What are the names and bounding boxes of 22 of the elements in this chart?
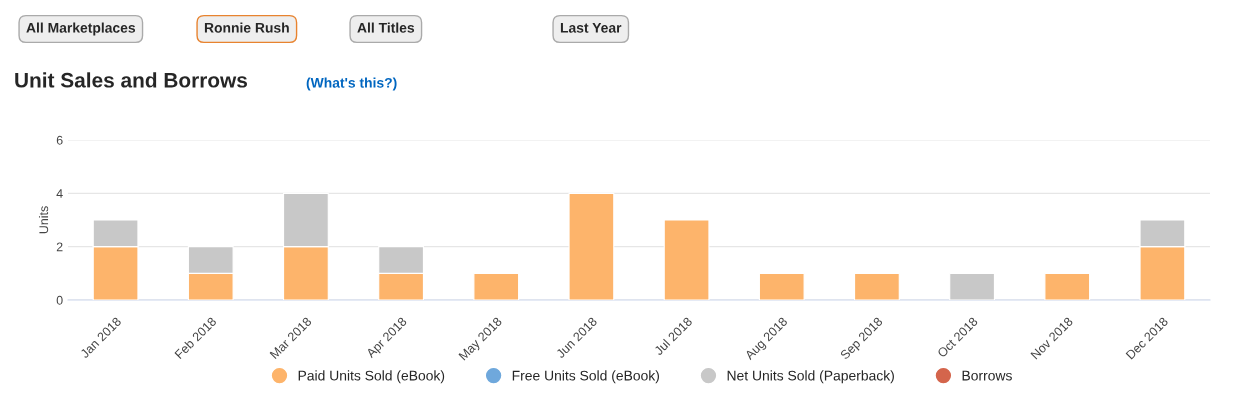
- chart-title: Unit Sales and Borrows: [15, 72, 247, 88]
- legend-label: Net Units Sold (Paperback): [727, 370, 894, 384]
- bar: [1044, 272, 1091, 300]
- bar: [949, 272, 996, 300]
- text: All Marketplaces: [26, 22, 136, 36]
- text: Last Year: [560, 23, 622, 33]
- bar: [568, 192, 615, 300]
- y-axis-title: Units: [38, 206, 49, 234]
- text: All Titles: [357, 22, 415, 33]
- y-tick-label: 4: [56, 189, 63, 198]
- bar: [853, 272, 900, 300]
- y-tick-label: 0: [56, 295, 63, 305]
- y-tick-label: 6: [56, 135, 63, 145]
- text: (What's this?): [306, 77, 397, 91]
- y-tick-label: 2: [56, 242, 63, 252]
- bar: [663, 219, 710, 300]
- legend-label: Free Units Sold (eBook): [512, 370, 659, 384]
- legend-label: Paid Units Sold (eBook): [298, 370, 445, 384]
- text: Ronnie Rush: [204, 22, 289, 33]
- bar: [473, 272, 520, 300]
- bar: [758, 272, 805, 300]
- legend-label: Borrows: [962, 370, 1012, 381]
